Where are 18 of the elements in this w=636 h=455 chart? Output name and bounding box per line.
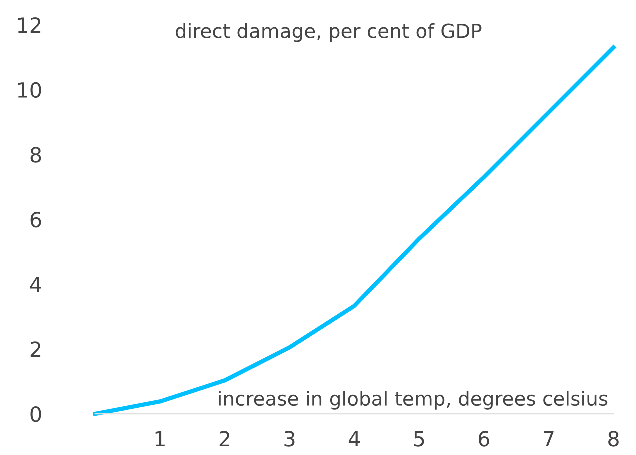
x-tick-label: 5 [414,431,424,447]
x-tick-label: 1 [156,431,165,447]
x-axis-title: increase in global temp, degrees celsius [219,391,608,410]
y-tick-label: 6 [30,212,42,228]
x-tick-label: 8 [608,431,619,447]
y-tick-label: 10 [18,82,42,98]
x-tick-label: 7 [544,431,554,447]
y-tick-label: 4 [30,277,42,292]
y-tick-label: 0 [30,406,42,422]
x-tick-label: 4 [348,431,360,447]
line-series [93,46,616,416]
y-tick-label: 8 [30,147,42,163]
y-tick-label: 12 [18,17,41,33]
y-axis-title: direct damage, per cent of GDP [176,23,482,42]
x-tick-label: 6 [478,431,490,447]
x-tick-label: 3 [284,431,295,447]
x-tick-label: 2 [220,431,230,447]
y-tick-label: 2 [30,342,41,358]
